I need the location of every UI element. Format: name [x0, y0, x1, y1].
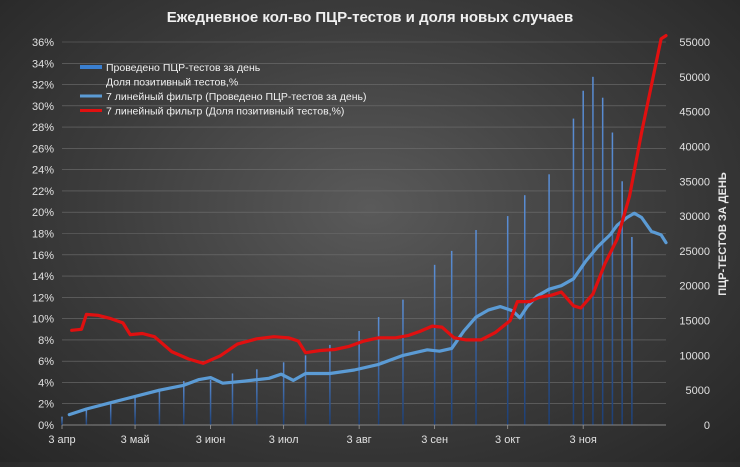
- bar: [183, 381, 185, 425]
- chart-title: Ежедневное кол-во ПЦР-тестов и доля новы…: [167, 9, 573, 26]
- y-tick-label: 26%: [32, 143, 54, 155]
- legend-label: 7 линейный фильтр (Проведено ПЦР-тестов …: [106, 91, 366, 103]
- y-tick-label: 30%: [32, 101, 54, 113]
- y-tick-label: 0%: [38, 420, 54, 432]
- grid-lines: [62, 41, 666, 426]
- y2-tick-label: 40000: [679, 141, 710, 153]
- y-tick-label: 10%: [32, 314, 54, 326]
- positive-share-moving-average-line: [70, 34, 668, 365]
- tests-moving-average-line: [67, 211, 668, 417]
- y2-tick-label: 35000: [679, 176, 710, 188]
- x-tick-label: 3 май: [121, 434, 150, 446]
- legend-label: 7 линейный фильтр (Доля позитивный тесто…: [106, 106, 344, 118]
- x-tick-label: 3 авг: [347, 434, 372, 446]
- x-tick-label: 3 апр: [48, 434, 75, 446]
- bar: [433, 264, 436, 425]
- y-tick-label: 24%: [32, 165, 54, 177]
- bar: [450, 250, 453, 425]
- legend-swatch: [80, 65, 102, 69]
- legend: Проведено ПЦР-тестов за день Доля позитив…: [80, 62, 366, 118]
- y-tick-label: 20%: [32, 207, 54, 219]
- bar: [134, 395, 136, 425]
- y2-axis-label: ПЦР-ТЕСТОВ ЗА ДЕНЬ: [717, 172, 729, 296]
- y-tick-label: 8%: [38, 335, 54, 347]
- bar: [582, 90, 584, 425]
- legend-label: Доля позитивный тестов,%: [106, 77, 238, 89]
- bar: [402, 299, 404, 425]
- y2-tick-label: 25000: [679, 246, 710, 258]
- y-tick-label: 2%: [38, 399, 54, 411]
- legend-label: Проведено ПЦР-тестов за день: [106, 62, 261, 74]
- y-tick-label: 14%: [32, 271, 54, 283]
- y-tick-label: 34%: [32, 58, 54, 70]
- y-tick-label: 12%: [32, 292, 54, 304]
- y2-tick-label: 30000: [679, 211, 710, 223]
- bar: [572, 118, 575, 425]
- y-tick-label: 4%: [38, 377, 54, 389]
- y2-tick-label: 55000: [679, 37, 710, 49]
- x-tick-label: 3 сен: [421, 434, 448, 446]
- bar: [329, 344, 331, 425]
- y2-tick-label: 15000: [679, 316, 710, 328]
- bar: [506, 216, 509, 425]
- bar: [231, 373, 234, 425]
- x-tick-label: 3 июл: [269, 434, 299, 446]
- y-tick-label: 16%: [32, 250, 54, 262]
- y-tick-label: 22%: [32, 186, 54, 198]
- bar: [109, 402, 112, 425]
- bar: [631, 236, 633, 425]
- bar: [209, 379, 212, 425]
- y-tick-label: 36%: [32, 37, 54, 49]
- bar: [85, 409, 88, 425]
- line-series: [67, 34, 668, 417]
- bar: [601, 97, 604, 425]
- bar: [377, 317, 380, 425]
- x-tick-label: 3 окт: [495, 434, 520, 446]
- bar: [548, 174, 550, 425]
- y2-tick-label: 0: [704, 420, 710, 432]
- y2-tick-label: 5000: [686, 385, 710, 397]
- bar: [158, 388, 161, 425]
- y-tick-label: 28%: [32, 122, 54, 134]
- bar: [611, 132, 614, 425]
- bar: [256, 369, 258, 425]
- bar: [621, 181, 623, 425]
- axes: 0% 2% 4% 6% 8% 10% 12% 14% 16% 18% 20% 22% 24% 26% 28%…: [32, 37, 710, 446]
- y2-tick-label: 50000: [679, 72, 710, 84]
- x-tick-label: 3 июн: [196, 434, 226, 446]
- y2-tick-label: 45000: [679, 107, 710, 119]
- y-tick-label: 6%: [38, 356, 54, 368]
- y-tick-label: 18%: [32, 229, 54, 241]
- bar: [304, 355, 307, 425]
- bar: [282, 362, 285, 425]
- bar: [358, 330, 360, 425]
- y2-tick-label: 10000: [679, 350, 710, 362]
- bar: [475, 230, 477, 425]
- x-tick-label: 3 ноя: [570, 434, 597, 446]
- y2-tick-label: 20000: [679, 281, 710, 293]
- bar: [61, 416, 63, 425]
- bar-series: [61, 76, 633, 426]
- y-tick-label: 32%: [32, 80, 54, 92]
